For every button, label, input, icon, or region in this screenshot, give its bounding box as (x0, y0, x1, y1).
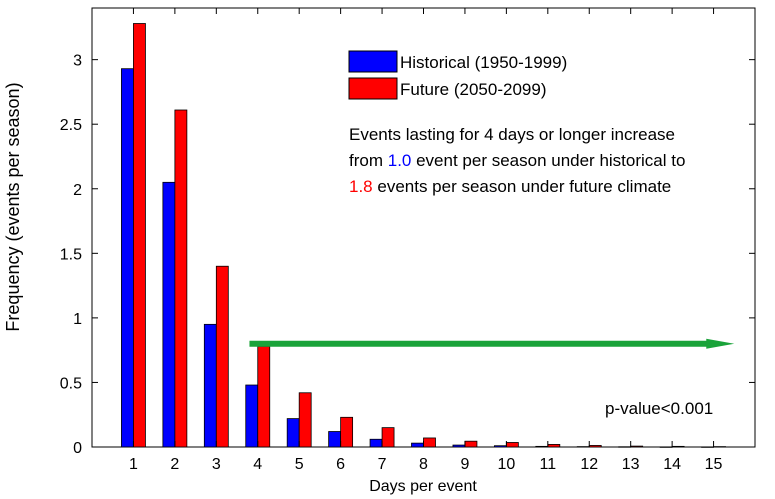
y-ticks-group: 0 0.5 1 1.5 2 2.5 3 (60, 53, 755, 457)
annotation-line-2: from 1.0 event per season under historic… (349, 151, 685, 170)
bar-historical-5 (286, 418, 300, 448)
bar-historical-1 (121, 68, 134, 448)
bar-historical-14 (659, 446, 673, 448)
x-tick-label: 11 (540, 456, 557, 473)
bar-historical-2 (162, 181, 176, 448)
annotation-line-3: 1.8 events per season under future clima… (349, 177, 671, 196)
bar-future-4 (257, 345, 271, 448)
annotation-line-2-rest: event per season under historical to (411, 151, 685, 170)
x-tick-label: 5 (295, 456, 304, 473)
y-tick-label: 2 (73, 182, 82, 199)
x-tick-label: 13 (622, 456, 640, 473)
bar-future-8 (423, 437, 436, 448)
x-tick-label: 14 (663, 456, 681, 473)
bar-future-6 (340, 416, 354, 448)
x-tick-label: 9 (460, 456, 469, 473)
y-axis-label: Frequency (events per season) (3, 82, 23, 331)
bar-historical-13 (618, 446, 632, 448)
bar-historical-9 (452, 444, 466, 448)
bar-historical-10 (493, 445, 507, 448)
bar-historical-15 (701, 446, 714, 448)
x-tick-label: 6 (336, 456, 345, 473)
x-axis-label: Days per event (369, 478, 477, 495)
legend-swatch-historical (348, 50, 398, 73)
legend-swatch-future (348, 77, 398, 100)
bar-future-11 (547, 444, 561, 448)
annotation-historical-value: 1.0 (388, 151, 412, 170)
x-tick-label: 3 (212, 456, 221, 473)
bars-group (121, 23, 726, 448)
bar-historical-7 (369, 438, 383, 448)
bar-historical-11 (535, 445, 549, 448)
bar-future-7 (381, 427, 395, 448)
x-tick-label: 10 (497, 456, 515, 473)
bar-historical-4 (245, 384, 259, 448)
legend-label-historical: Historical (1950-1999) (400, 53, 567, 72)
annotation-from: from (349, 151, 388, 170)
y-tick-label: 3 (73, 53, 82, 70)
bar-future-5 (298, 392, 312, 448)
x-tick-label: 7 (378, 456, 387, 473)
y-tick-label: 1 (73, 311, 82, 328)
bar-future-12 (588, 445, 602, 448)
y-tick-label: 0 (73, 440, 82, 457)
annotation-future-value: 1.8 (349, 177, 373, 196)
x-tick-label: 4 (253, 456, 262, 473)
y-tick-label: 1.5 (60, 246, 82, 263)
legend: Historical (1950-1999) Future (2050-2099… (348, 50, 567, 100)
annotation-line-3-rest: events per season under future climate (373, 177, 672, 196)
plot-area (91, 7, 756, 448)
bar-future-14 (671, 445, 685, 448)
bar-future-15 (713, 446, 726, 448)
bar-historical-3 (203, 323, 217, 448)
bar-historical-6 (328, 431, 342, 448)
bar-future-2 (174, 109, 188, 448)
x-tick-label: 15 (705, 456, 723, 473)
bar-historical-8 (411, 442, 424, 448)
bar-future-9 (464, 440, 478, 448)
legend-label-future: Future (2050-2099) (400, 80, 546, 99)
bar-future-13 (630, 445, 644, 448)
y-tick-label: 2.5 (60, 117, 82, 134)
p-value-label: p-value<0.001 (605, 399, 713, 418)
bar-future-3 (215, 265, 229, 448)
trend-arrowhead (706, 338, 735, 349)
x-tick-label: 2 (170, 456, 179, 473)
x-ticks-group: 1 2 3 4 5 6 7 8 9 10 11 12 13 14 15 (129, 8, 723, 473)
annotation-text: Events lasting for 4 days or longer incr… (349, 125, 685, 196)
annotation-line-1: Events lasting for 4 days or longer incr… (349, 125, 675, 144)
x-tick-label: 12 (580, 456, 598, 473)
bar-historical-12 (576, 446, 590, 448)
x-tick-label: 1 (129, 456, 138, 473)
bar-future-1 (133, 23, 146, 448)
y-tick-label: 0.5 (60, 375, 82, 392)
bar-future-10 (505, 442, 519, 448)
x-tick-label: 8 (419, 456, 428, 473)
